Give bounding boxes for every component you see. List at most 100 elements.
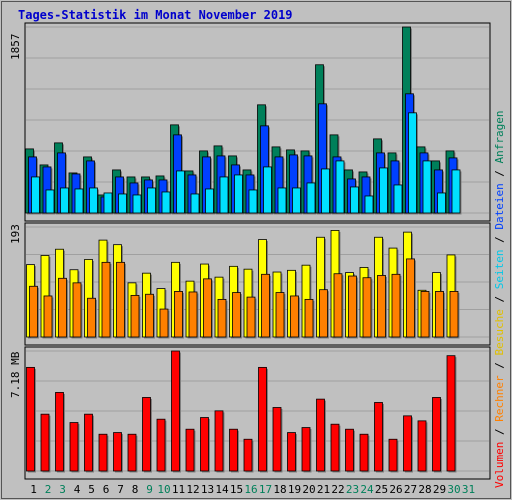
bar-volumen-17 <box>258 366 267 472</box>
x-tick-label-15: 15 <box>229 483 244 496</box>
bar-rechner-4 <box>72 282 82 338</box>
bar-seiten-18 <box>277 187 287 214</box>
bar-volumen-21 <box>316 398 325 472</box>
bar-volumen-1 <box>26 366 35 472</box>
bar-volumen-9 <box>142 397 151 472</box>
x-tick-label-30: 30 <box>447 483 461 496</box>
bar-rechner-15 <box>232 292 241 338</box>
bar-rechner-7 <box>116 261 125 338</box>
x-tick-label-31: 31 <box>461 483 476 496</box>
bar-volumen-22 <box>330 423 340 472</box>
bar-seiten-4 <box>74 188 84 214</box>
x-tick-label-18: 18 <box>273 483 287 496</box>
bar-rechner-3 <box>58 277 67 338</box>
bar-rechner-14 <box>217 298 227 338</box>
chart-title: Tages-Statistik im Monat November 2019 <box>18 8 293 22</box>
bar-seiten-9 <box>147 187 156 214</box>
bar-seiten-12 <box>190 193 200 214</box>
bar-seiten-5 <box>89 187 98 214</box>
x-tick-label-4: 4 <box>73 483 81 496</box>
x-tick-label-3: 3 <box>59 483 66 496</box>
x-tick-label-23: 23 <box>345 483 360 496</box>
bar-rechner-12 <box>188 291 198 338</box>
bar-volumen-5 <box>84 413 93 472</box>
bar-seiten-2 <box>45 189 55 214</box>
bar-seiten-13 <box>205 188 214 214</box>
x-tick-label-26: 26 <box>389 483 403 496</box>
bar-seiten-28 <box>422 160 432 214</box>
mid-panel-max-label: 193 <box>9 224 22 244</box>
legend-sep: / <box>493 163 506 184</box>
bar-rechner-16 <box>246 296 256 338</box>
bar-seiten-8 <box>132 194 142 214</box>
bar-volumen-3 <box>55 392 64 472</box>
bar-seiten-25 <box>379 167 388 214</box>
x-tick-label-27: 27 <box>403 483 418 496</box>
x-tick-label-9: 9 <box>146 483 153 496</box>
bar-rechner-13 <box>203 278 212 338</box>
x-tick-label-13: 13 <box>200 483 215 496</box>
x-tick-label-25: 25 <box>374 483 389 496</box>
bar-volumen-15 <box>229 428 238 472</box>
legend-sep: / <box>493 229 506 250</box>
bar-seiten-14 <box>219 176 229 214</box>
x-tick-label-28: 28 <box>418 483 432 496</box>
x-tick-label-29: 29 <box>432 483 447 496</box>
bar-rechner-19 <box>290 295 299 338</box>
bar-volumen-23 <box>345 428 354 472</box>
bot-panel-max-label: 7.18 MB <box>9 351 22 398</box>
bar-rechner-25 <box>377 275 386 338</box>
x-tick-label-20: 20 <box>302 483 316 496</box>
x-tick-label-2: 2 <box>44 483 52 496</box>
bar-volumen-6 <box>98 433 108 472</box>
bar-rechner-2 <box>43 295 53 338</box>
bar-seiten-27 <box>408 112 417 214</box>
bar-rechner-18 <box>275 292 285 338</box>
bar-rechner-24 <box>362 277 372 338</box>
legend-dateien: Dateien <box>493 183 506 230</box>
bar-volumen-28 <box>417 420 427 472</box>
bar-volumen-18 <box>272 407 282 472</box>
bar-rechner-29 <box>435 291 444 338</box>
bar-rechner-10 <box>159 308 169 338</box>
bar-rechner-30 <box>449 291 459 338</box>
legend-volumen: Volumen <box>493 441 506 488</box>
bar-seiten-22 <box>335 160 345 214</box>
x-tick-label-21: 21 <box>316 483 331 496</box>
x-tick-label-10: 10 <box>157 483 171 496</box>
x-tick-label-14: 14 <box>215 483 229 496</box>
x-tick-label-24: 24 <box>360 483 374 496</box>
bar-rechner-5 <box>87 297 96 338</box>
x-tick-label-12: 12 <box>186 483 200 496</box>
bar-volumen-29 <box>432 397 441 472</box>
bar-seiten-24 <box>364 195 374 214</box>
bar-seiten-29 <box>437 192 446 214</box>
x-tick-label-19: 19 <box>287 483 302 496</box>
bar-volumen-2 <box>40 413 50 472</box>
bar-seiten-7 <box>118 193 127 214</box>
bar-volumen-20 <box>301 427 311 472</box>
bar-seiten-17 <box>263 166 272 214</box>
bar-seiten-16 <box>248 189 258 214</box>
x-tick-label-1: 1 <box>30 483 37 496</box>
bar-volumen-7 <box>113 432 122 472</box>
bar-rechner-22 <box>333 273 343 338</box>
bar-volumen-14 <box>214 410 224 472</box>
legend-anfragen: Anfragen <box>493 110 506 164</box>
legend-seiten: Seiten <box>493 249 506 290</box>
bar-volumen-8 <box>127 433 137 472</box>
bar-volumen-10 <box>156 418 166 472</box>
bar-seiten-11 <box>176 170 185 214</box>
bar-seiten-10 <box>161 191 171 214</box>
bar-rechner-21 <box>319 289 328 338</box>
x-tick-label-16: 16 <box>244 483 258 496</box>
vertical-legend: Volumen / Rechner / Besuche / Seiten / D… <box>493 110 506 488</box>
x-tick-label-6: 6 <box>102 483 110 496</box>
bar-seiten-21 <box>321 168 330 214</box>
legend-sep: / <box>493 355 506 376</box>
bar-volumen-19 <box>287 432 296 472</box>
bar-volumen-26 <box>388 438 398 472</box>
